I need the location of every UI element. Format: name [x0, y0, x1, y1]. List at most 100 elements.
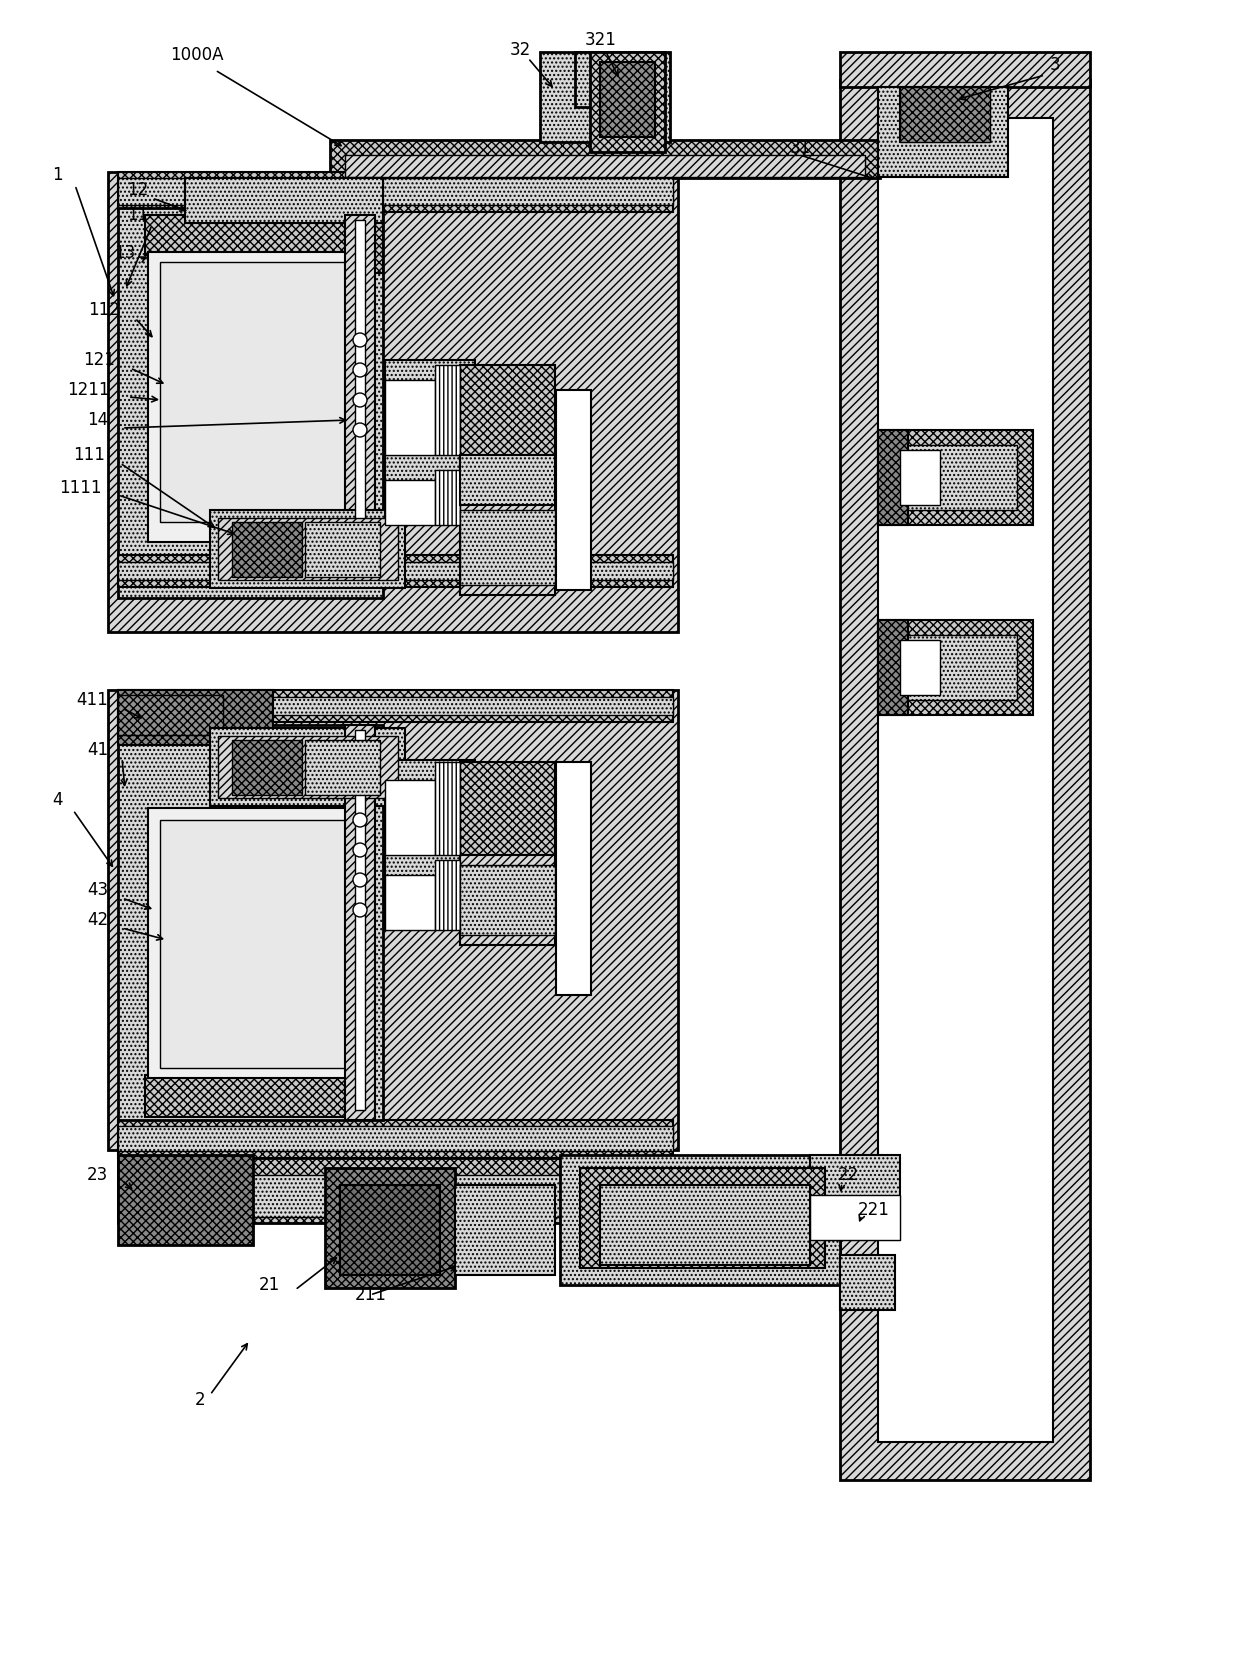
Circle shape — [353, 393, 367, 407]
Text: 1: 1 — [52, 167, 63, 183]
Bar — [218, 737, 398, 798]
Circle shape — [353, 844, 367, 857]
Bar — [355, 730, 365, 1110]
Text: 4: 4 — [52, 792, 62, 808]
Bar — [305, 522, 379, 577]
Bar — [145, 1075, 370, 1117]
Bar — [460, 762, 556, 895]
Text: 41: 41 — [87, 742, 108, 758]
Bar — [575, 52, 635, 107]
Bar — [210, 510, 405, 588]
Bar — [900, 450, 940, 505]
Bar — [384, 760, 475, 855]
Bar — [345, 155, 866, 177]
Bar — [580, 1169, 825, 1269]
Bar — [435, 860, 460, 930]
Bar — [556, 762, 591, 995]
Bar — [185, 178, 383, 223]
Bar — [384, 480, 435, 525]
Bar — [839, 1255, 895, 1310]
Text: 2: 2 — [195, 1390, 206, 1409]
Bar — [878, 620, 1033, 715]
Circle shape — [353, 813, 367, 827]
Bar — [839, 80, 1090, 1480]
Text: 1000A: 1000A — [170, 47, 223, 63]
Bar — [892, 635, 1017, 700]
Bar — [185, 178, 383, 273]
Bar — [218, 518, 398, 580]
Text: 11: 11 — [126, 207, 148, 223]
Bar — [435, 365, 460, 455]
Bar — [118, 690, 273, 745]
Bar — [118, 725, 383, 1120]
Bar — [900, 87, 990, 142]
Bar — [384, 380, 435, 455]
Bar — [600, 1185, 810, 1265]
Bar — [878, 430, 908, 525]
Bar — [108, 690, 678, 1150]
Text: 22: 22 — [838, 1165, 859, 1184]
Bar — [118, 178, 673, 205]
Text: 121: 121 — [83, 352, 115, 368]
Bar — [232, 522, 303, 577]
Bar — [560, 1155, 839, 1285]
Bar — [900, 640, 940, 695]
Bar — [145, 215, 370, 255]
Bar — [160, 262, 348, 522]
Bar — [118, 555, 673, 587]
Bar — [878, 87, 1008, 177]
Bar — [590, 52, 665, 152]
Bar — [325, 1169, 455, 1289]
Bar — [148, 808, 363, 1079]
Bar — [118, 208, 383, 598]
Bar — [340, 1185, 440, 1275]
Bar — [892, 445, 1017, 510]
Bar — [460, 500, 556, 595]
Bar — [118, 690, 673, 722]
Circle shape — [353, 904, 367, 917]
Bar — [878, 620, 908, 715]
Circle shape — [353, 333, 367, 347]
Bar — [118, 1120, 673, 1159]
Bar — [148, 252, 363, 542]
Circle shape — [353, 363, 367, 377]
Bar — [210, 728, 405, 807]
Bar — [384, 360, 475, 455]
Bar — [305, 740, 379, 795]
Bar — [355, 220, 365, 530]
Text: 14: 14 — [87, 412, 108, 428]
Text: 32: 32 — [510, 42, 531, 58]
Bar — [460, 510, 556, 585]
Circle shape — [353, 423, 367, 437]
Text: 3: 3 — [1050, 57, 1060, 73]
Bar — [460, 365, 556, 495]
Text: 23: 23 — [87, 1165, 108, 1184]
Bar — [878, 430, 1033, 525]
Text: 42: 42 — [87, 910, 108, 929]
Bar — [118, 1125, 673, 1150]
Bar — [384, 855, 475, 930]
Bar — [330, 140, 880, 178]
Bar — [839, 52, 1090, 87]
Circle shape — [353, 874, 367, 887]
Bar — [455, 1185, 556, 1275]
Text: 411: 411 — [76, 692, 108, 708]
Bar — [384, 455, 475, 525]
Text: 321: 321 — [585, 32, 616, 48]
Bar — [878, 118, 1053, 1442]
Text: 21: 21 — [259, 1275, 280, 1294]
Bar — [118, 172, 673, 212]
Bar — [118, 562, 673, 580]
Bar — [118, 1175, 673, 1217]
Bar — [539, 52, 670, 142]
Text: 221: 221 — [858, 1200, 890, 1219]
Bar — [160, 820, 348, 1069]
Bar — [600, 62, 655, 137]
Bar — [108, 172, 678, 632]
Bar — [345, 725, 374, 1120]
Bar — [118, 1159, 673, 1224]
Bar — [460, 855, 556, 945]
Bar — [460, 865, 556, 935]
Bar — [118, 1155, 253, 1245]
Bar — [118, 697, 673, 715]
